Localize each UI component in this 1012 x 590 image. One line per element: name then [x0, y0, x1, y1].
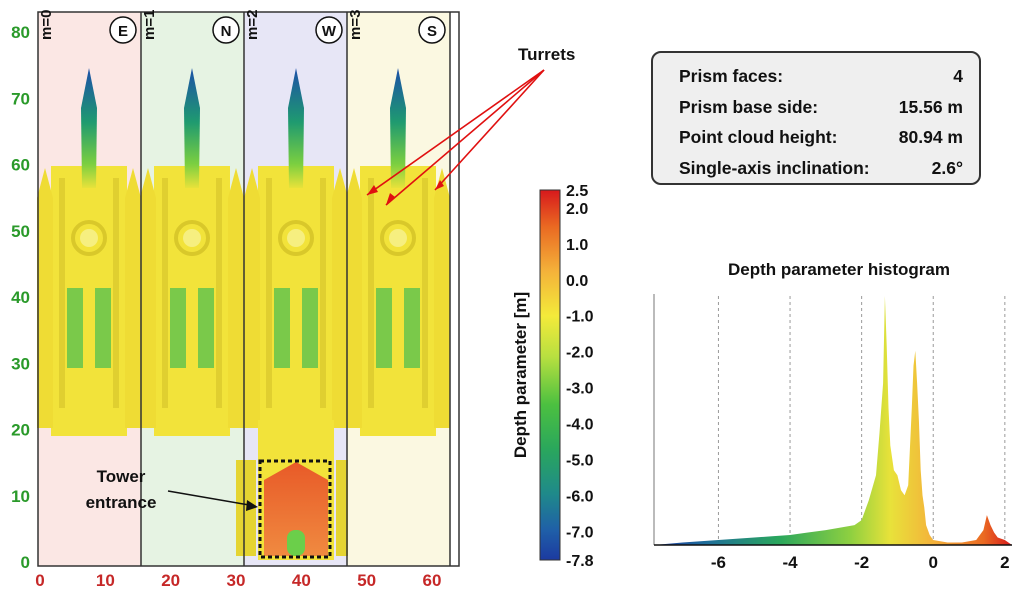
tower-label-line1: Tower	[97, 467, 146, 486]
tower-entrance-box	[258, 459, 332, 559]
x-tick-label: 10	[96, 571, 115, 590]
histogram-axes	[653, 294, 1012, 546]
colorbar-tick-label: 0.0	[566, 273, 588, 290]
face-badge	[109, 16, 137, 44]
x-tick-label: 20	[161, 571, 180, 590]
colorbar-tick-label: 1.0	[566, 237, 588, 254]
face-letter: E	[118, 23, 128, 40]
colorbar-tick-label: -1.0	[566, 309, 594, 326]
info-row: Prism base side: 15.56 m	[679, 92, 963, 123]
prism-info-box: Prism faces: 4 Prism base side: 15.56 m Poin…	[651, 51, 981, 185]
info-value: 80.94 m	[898, 127, 963, 147]
x-tick-label: 40	[292, 571, 311, 590]
histogram-grid	[717, 296, 1006, 545]
facade-y-axis: 80 70 60 50 40 30 20 10 0	[11, 23, 30, 572]
info-label: Prism faces:	[679, 66, 784, 86]
tower-entrance-arrow	[167, 490, 258, 511]
y-tick-label: 60	[11, 156, 30, 175]
info-value: 15.56 m	[898, 96, 963, 117]
histogram-title: Depth parameter histogram	[728, 260, 950, 279]
colorbar-tick-label: -2.0	[566, 345, 594, 362]
colorbar-tick-label: -5.0	[566, 452, 594, 469]
colorbar-tick-label: 2.0	[566, 201, 588, 218]
panel-index-label: m=2	[244, 10, 261, 40]
histogram-x-tick-label: -4	[782, 553, 798, 572]
y-tick-label: 70	[11, 89, 30, 108]
colorbar-label: Depth parameter [m]	[511, 292, 530, 458]
face-badge	[315, 16, 343, 44]
info-label: Point cloud height:	[679, 127, 838, 147]
turrets-arrows	[366, 69, 545, 206]
panel-index-label: m=1	[141, 10, 158, 40]
facade-x-axis: 0 10 20 30 40 50 60	[35, 571, 441, 590]
face-letter: S	[427, 23, 437, 40]
x-tick-label: 50	[357, 571, 376, 590]
info-row: Point cloud height: 80.94 m	[679, 122, 963, 153]
facade-frame	[37, 11, 460, 567]
histogram-x-axis: -6 -4 -2 0 2	[711, 553, 1010, 572]
face-badge	[212, 16, 240, 44]
histogram-x-tick-label: -6	[711, 553, 726, 572]
facade-w-pointcloud	[236, 66, 350, 560]
info-row: Prism faces: 4	[679, 61, 963, 92]
turrets-label: Turrets	[518, 45, 575, 64]
info-value: 2.6°	[931, 157, 963, 178]
info-value: 4	[953, 66, 963, 86]
colorbar	[539, 189, 561, 561]
histogram-x-tick-label: 0	[929, 553, 938, 572]
colorbar-tick-label: -7.8	[566, 553, 594, 570]
face-letter: N	[221, 23, 232, 40]
y-tick-label: 20	[11, 421, 30, 440]
x-tick-label: 30	[227, 571, 246, 590]
x-tick-label: 60	[423, 571, 442, 590]
histogram-x-tick-label: 2	[1000, 553, 1009, 572]
histogram-x-tick-label: -2	[854, 553, 869, 572]
colorbar-tick-label: 2.5	[566, 183, 588, 200]
y-tick-label: 30	[11, 354, 30, 373]
info-row: Single-axis inclination: 2.6°	[679, 153, 963, 184]
y-tick-label: 0	[21, 553, 30, 572]
face-badge	[418, 16, 446, 44]
histogram-area	[654, 296, 1012, 545]
y-tick-label: 10	[11, 487, 30, 506]
info-label: Single-axis inclination:	[679, 157, 870, 178]
x-tick-label: 0	[35, 571, 44, 590]
panel-index-label: m=3	[347, 10, 364, 40]
colorbar-tick-label: -3.0	[566, 381, 594, 398]
info-label: Prism base side:	[679, 96, 819, 117]
y-tick-label: 40	[11, 288, 30, 307]
tower-label-line2: entrance	[86, 493, 157, 512]
colorbar-tick-label: -4.0	[566, 416, 594, 433]
panel-index-label: m=0	[38, 10, 55, 40]
face-letter: W	[322, 23, 337, 40]
y-tick-label: 50	[11, 222, 30, 241]
y-tick-label: 80	[11, 23, 30, 42]
colorbar-tick-label: -7.0	[566, 524, 594, 541]
colorbar-ticks: 2.52.0 1.0 0.0 -1.0 -2.0 -3.0 -4.0 -5.0 -6.0 -7.0…	[566, 183, 594, 570]
colorbar-tick-label: -6.0	[566, 488, 594, 505]
